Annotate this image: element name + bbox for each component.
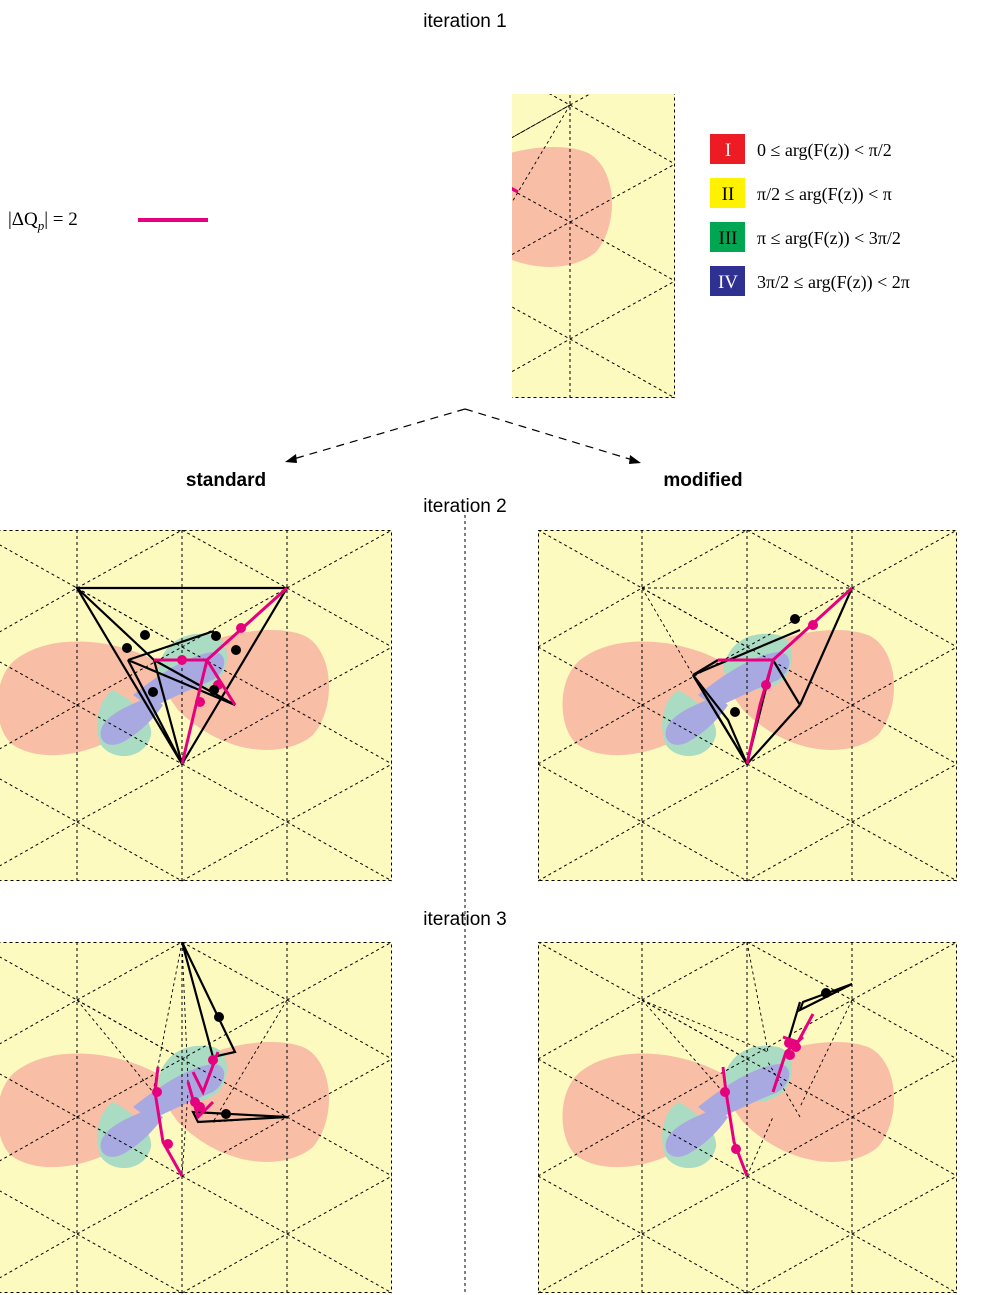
legend-numeral: I <box>725 140 731 161</box>
legend-range: π ≤ arg(F(z)) < 3π/2 <box>757 228 901 249</box>
panel-iteration-3-modified <box>538 942 957 1294</box>
legend-item: I 0 ≤ arg(F(z)) < π/2 <box>710 134 892 164</box>
legend-swatch <box>710 266 745 296</box>
arrowhead-right <box>629 455 641 464</box>
path-nodes-iteration-1 <box>433 172 496 182</box>
arrowhead-left <box>285 454 297 463</box>
panel-iteration-3-standard <box>0 942 392 1294</box>
svg-text:|ΔQp| = 2: |ΔQp| = 2 <box>8 209 78 233</box>
legend: I 0 ≤ arg(F(z)) < π/2 II π/2 ≤ arg(F(z)) < … <box>710 134 910 296</box>
legend-numeral: III <box>719 228 738 249</box>
arrows <box>289 408 637 462</box>
legend-item: II π/2 ≤ arg(F(z)) < π <box>710 178 892 208</box>
legend-numeral: II <box>722 184 735 205</box>
legend-range: 3π/2 ≤ arg(F(z)) < 2π <box>757 272 910 293</box>
key-subscript: p <box>37 218 45 233</box>
key-label: |ΔQ <box>8 209 38 230</box>
panel-iteration-1-overlay <box>433 104 571 204</box>
panel-iteration-2-standard <box>0 530 392 882</box>
legend-swatch <box>710 178 745 208</box>
legend-range: 0 ≤ arg(F(z)) < π/2 <box>757 140 892 161</box>
path-iteration-1 <box>512 186 519 194</box>
title-iteration-2: iteration 2 <box>423 496 506 517</box>
legend-range: π/2 ≤ arg(F(z)) < π <box>757 184 892 205</box>
legend-item: III π ≤ arg(F(z)) < 3π/2 <box>710 222 901 252</box>
legend-swatch <box>710 134 745 164</box>
legend-item: IV 3π/2 ≤ arg(F(z)) < 2π <box>710 266 910 296</box>
path-length-key: |ΔQp| = 2 <box>8 209 208 233</box>
label-standard: standard <box>186 470 266 491</box>
panel-iteration-2-modified <box>538 530 957 882</box>
label-modified: modified <box>663 470 742 491</box>
panel-iteration-1 <box>512 94 676 399</box>
key-value: | = 2 <box>44 209 78 230</box>
legend-numeral: IV <box>718 272 738 293</box>
title-iteration-1: iteration 1 <box>423 11 506 32</box>
legend-swatch <box>710 222 745 252</box>
